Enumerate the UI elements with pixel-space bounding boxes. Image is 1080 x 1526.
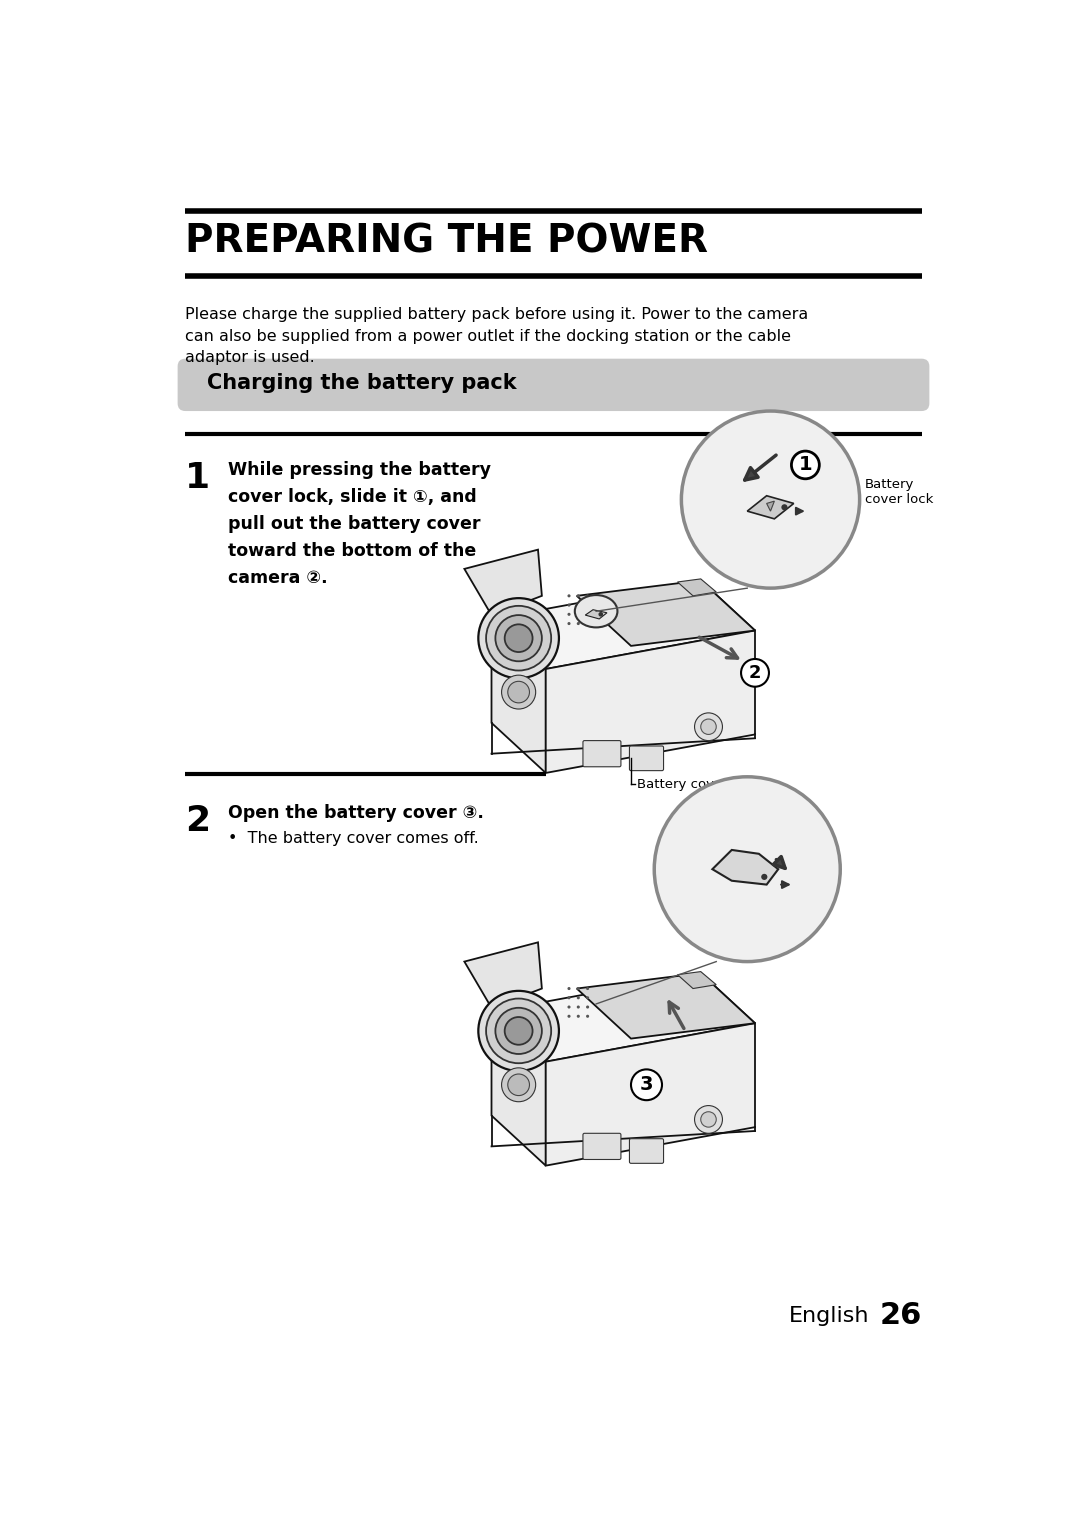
Circle shape xyxy=(577,1015,580,1018)
Circle shape xyxy=(567,613,570,617)
Circle shape xyxy=(577,604,580,607)
Circle shape xyxy=(701,719,716,734)
Circle shape xyxy=(504,624,532,652)
Circle shape xyxy=(486,606,551,670)
Circle shape xyxy=(567,594,570,597)
Text: 2: 2 xyxy=(748,664,761,682)
Circle shape xyxy=(792,452,820,479)
Circle shape xyxy=(577,996,580,1000)
Circle shape xyxy=(501,674,536,710)
Polygon shape xyxy=(585,610,607,620)
Circle shape xyxy=(781,504,787,510)
Polygon shape xyxy=(747,496,794,519)
Polygon shape xyxy=(491,580,755,668)
Circle shape xyxy=(694,713,723,740)
Circle shape xyxy=(577,987,580,990)
Text: While pressing the battery
cover lock, slide it ①, and
pull out the battery cove: While pressing the battery cover lock, s… xyxy=(228,461,491,588)
Text: •  The battery cover comes off.: • The battery cover comes off. xyxy=(228,830,478,845)
Circle shape xyxy=(504,1016,532,1045)
Circle shape xyxy=(577,623,580,626)
Circle shape xyxy=(761,874,768,881)
FancyBboxPatch shape xyxy=(177,359,930,410)
FancyBboxPatch shape xyxy=(583,740,621,766)
Circle shape xyxy=(701,1112,716,1128)
Circle shape xyxy=(631,1070,662,1100)
Text: PREPARING THE POWER: PREPARING THE POWER xyxy=(186,223,708,261)
Polygon shape xyxy=(491,974,755,1062)
Circle shape xyxy=(567,1015,570,1018)
Text: 3: 3 xyxy=(639,1076,653,1094)
Text: 2: 2 xyxy=(186,804,211,838)
Polygon shape xyxy=(464,549,542,615)
Polygon shape xyxy=(464,943,542,1007)
Circle shape xyxy=(586,996,590,1000)
Circle shape xyxy=(586,987,590,990)
Circle shape xyxy=(478,598,559,678)
Circle shape xyxy=(586,1006,590,1009)
Circle shape xyxy=(567,987,570,990)
Circle shape xyxy=(508,1074,529,1096)
Circle shape xyxy=(567,604,570,607)
Circle shape xyxy=(496,1007,542,1054)
Text: 1: 1 xyxy=(186,461,211,494)
FancyBboxPatch shape xyxy=(630,1138,663,1163)
Text: Battery cover: Battery cover xyxy=(637,778,728,790)
Circle shape xyxy=(478,990,559,1071)
Polygon shape xyxy=(545,1024,755,1166)
Circle shape xyxy=(586,623,590,626)
Circle shape xyxy=(598,612,603,617)
Circle shape xyxy=(694,1105,723,1134)
Text: 1: 1 xyxy=(798,455,812,475)
Text: English: English xyxy=(788,1306,869,1326)
Polygon shape xyxy=(677,578,716,595)
Circle shape xyxy=(501,1068,536,1102)
Circle shape xyxy=(567,623,570,626)
Polygon shape xyxy=(577,974,755,1039)
Circle shape xyxy=(508,681,529,703)
Circle shape xyxy=(577,1006,580,1009)
Circle shape xyxy=(577,594,580,597)
Polygon shape xyxy=(491,620,545,774)
Polygon shape xyxy=(491,1012,545,1166)
Polygon shape xyxy=(545,630,755,774)
Circle shape xyxy=(496,615,542,661)
Circle shape xyxy=(681,410,860,588)
Circle shape xyxy=(586,613,590,617)
Polygon shape xyxy=(767,501,774,511)
FancyBboxPatch shape xyxy=(583,1134,621,1160)
Circle shape xyxy=(586,1015,590,1018)
Text: Please charge the supplied battery pack before using it. Power to the camera
can: Please charge the supplied battery pack … xyxy=(186,307,809,365)
Circle shape xyxy=(654,777,840,961)
Circle shape xyxy=(741,659,769,687)
Text: Battery
cover lock: Battery cover lock xyxy=(865,478,933,507)
Text: Charging the battery pack: Charging the battery pack xyxy=(207,374,516,394)
Ellipse shape xyxy=(575,595,618,627)
Polygon shape xyxy=(713,850,779,885)
Circle shape xyxy=(586,604,590,607)
Circle shape xyxy=(586,594,590,597)
Polygon shape xyxy=(677,972,716,989)
Text: Open the battery cover ③.: Open the battery cover ③. xyxy=(228,804,484,821)
Circle shape xyxy=(567,996,570,1000)
Polygon shape xyxy=(577,580,755,645)
Text: 26: 26 xyxy=(879,1302,921,1331)
Circle shape xyxy=(567,1006,570,1009)
FancyBboxPatch shape xyxy=(630,746,663,771)
Circle shape xyxy=(577,613,580,617)
Circle shape xyxy=(486,998,551,1064)
